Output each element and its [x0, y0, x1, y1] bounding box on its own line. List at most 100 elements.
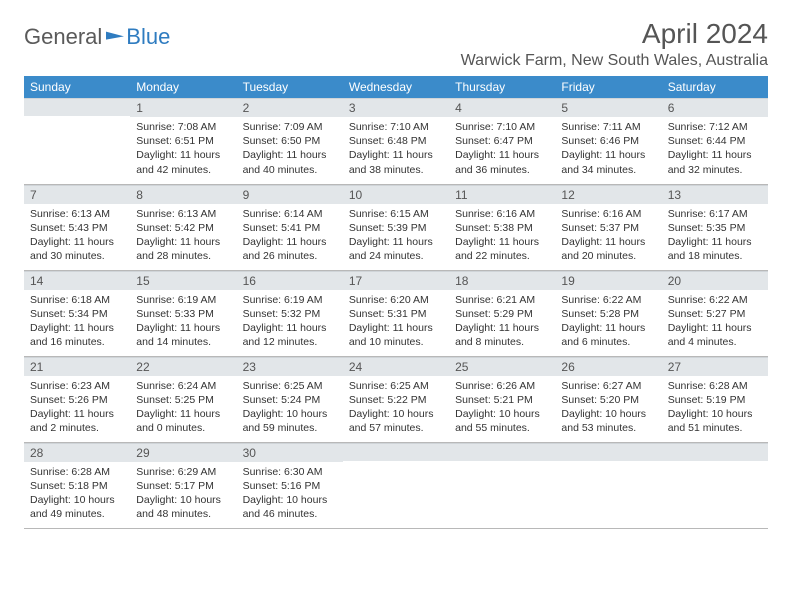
date-number: 21 — [24, 357, 130, 376]
daylight-line: Daylight: 11 hours and 38 minutes. — [349, 148, 443, 176]
weekday-header: Tuesday — [237, 76, 343, 98]
date-number: 19 — [555, 271, 661, 290]
weekday-header: Sunday — [24, 76, 130, 98]
calendar-day-cell — [662, 442, 768, 528]
calendar-day-cell: 16Sunrise: 6:19 AMSunset: 5:32 PMDayligh… — [237, 270, 343, 356]
date-number: 7 — [24, 185, 130, 204]
calendar-day-cell: 11Sunrise: 6:16 AMSunset: 5:38 PMDayligh… — [449, 184, 555, 270]
sunrise-line: Sunrise: 6:22 AM — [561, 293, 655, 307]
sunset-line: Sunset: 5:20 PM — [561, 393, 655, 407]
sunset-line: Sunset: 5:25 PM — [136, 393, 230, 407]
date-number — [24, 98, 130, 116]
sunset-line: Sunset: 5:38 PM — [455, 221, 549, 235]
calendar-week-row: 1Sunrise: 7:08 AMSunset: 6:51 PMDaylight… — [24, 98, 768, 184]
day-details: Sunrise: 6:21 AMSunset: 5:29 PMDaylight:… — [449, 290, 555, 354]
date-number: 16 — [237, 271, 343, 290]
day-details: Sunrise: 6:19 AMSunset: 5:33 PMDaylight:… — [130, 290, 236, 354]
calendar-day-cell: 26Sunrise: 6:27 AMSunset: 5:20 PMDayligh… — [555, 356, 661, 442]
calendar-day-cell: 29Sunrise: 6:29 AMSunset: 5:17 PMDayligh… — [130, 442, 236, 528]
daylight-line: Daylight: 10 hours and 46 minutes. — [243, 493, 337, 521]
day-details: Sunrise: 7:12 AMSunset: 6:44 PMDaylight:… — [662, 117, 768, 181]
daylight-line: Daylight: 10 hours and 55 minutes. — [455, 407, 549, 435]
sunrise-line: Sunrise: 6:30 AM — [243, 465, 337, 479]
calendar-table: SundayMondayTuesdayWednesdayThursdayFrid… — [24, 76, 768, 529]
sunrise-line: Sunrise: 6:15 AM — [349, 207, 443, 221]
day-details: Sunrise: 6:17 AMSunset: 5:35 PMDaylight:… — [662, 204, 768, 268]
date-number: 28 — [24, 443, 130, 462]
calendar-day-cell: 22Sunrise: 6:24 AMSunset: 5:25 PMDayligh… — [130, 356, 236, 442]
day-details: Sunrise: 6:25 AMSunset: 5:24 PMDaylight:… — [237, 376, 343, 440]
sunset-line: Sunset: 5:24 PM — [243, 393, 337, 407]
day-details: Sunrise: 6:22 AMSunset: 5:27 PMDaylight:… — [662, 290, 768, 354]
sunset-line: Sunset: 5:27 PM — [668, 307, 762, 321]
sunset-line: Sunset: 6:47 PM — [455, 134, 549, 148]
date-number — [343, 443, 449, 461]
day-details: Sunrise: 6:16 AMSunset: 5:37 PMDaylight:… — [555, 204, 661, 268]
day-details: Sunrise: 6:19 AMSunset: 5:32 PMDaylight:… — [237, 290, 343, 354]
daylight-line: Daylight: 11 hours and 0 minutes. — [136, 407, 230, 435]
date-number: 29 — [130, 443, 236, 462]
calendar-day-cell — [24, 98, 130, 184]
daylight-line: Daylight: 11 hours and 32 minutes. — [668, 148, 762, 176]
day-details: Sunrise: 6:13 AMSunset: 5:42 PMDaylight:… — [130, 204, 236, 268]
sunset-line: Sunset: 5:39 PM — [349, 221, 443, 235]
weekday-header: Wednesday — [343, 76, 449, 98]
date-number: 10 — [343, 185, 449, 204]
sunset-line: Sunset: 5:32 PM — [243, 307, 337, 321]
sunset-line: Sunset: 5:35 PM — [668, 221, 762, 235]
sunset-line: Sunset: 5:16 PM — [243, 479, 337, 493]
day-details: Sunrise: 6:22 AMSunset: 5:28 PMDaylight:… — [555, 290, 661, 354]
calendar-week-row: 21Sunrise: 6:23 AMSunset: 5:26 PMDayligh… — [24, 356, 768, 442]
calendar-day-cell: 21Sunrise: 6:23 AMSunset: 5:26 PMDayligh… — [24, 356, 130, 442]
date-number: 5 — [555, 98, 661, 117]
daylight-line: Daylight: 11 hours and 26 minutes. — [243, 235, 337, 263]
date-number: 23 — [237, 357, 343, 376]
sunset-line: Sunset: 5:22 PM — [349, 393, 443, 407]
weekday-header: Saturday — [662, 76, 768, 98]
calendar-header-row: SundayMondayTuesdayWednesdayThursdayFrid… — [24, 76, 768, 98]
date-number: 22 — [130, 357, 236, 376]
date-number: 3 — [343, 98, 449, 117]
calendar-day-cell: 10Sunrise: 6:15 AMSunset: 5:39 PMDayligh… — [343, 184, 449, 270]
sunrise-line: Sunrise: 7:11 AM — [561, 120, 655, 134]
sunrise-line: Sunrise: 7:10 AM — [455, 120, 549, 134]
daylight-line: Daylight: 11 hours and 4 minutes. — [668, 321, 762, 349]
sunrise-line: Sunrise: 6:27 AM — [561, 379, 655, 393]
calendar-day-cell — [555, 442, 661, 528]
sunset-line: Sunset: 5:33 PM — [136, 307, 230, 321]
date-number: 30 — [237, 443, 343, 462]
day-details: Sunrise: 7:10 AMSunset: 6:48 PMDaylight:… — [343, 117, 449, 181]
calendar-day-cell: 25Sunrise: 6:26 AMSunset: 5:21 PMDayligh… — [449, 356, 555, 442]
day-details: Sunrise: 6:29 AMSunset: 5:17 PMDaylight:… — [130, 462, 236, 526]
calendar-day-cell: 3Sunrise: 7:10 AMSunset: 6:48 PMDaylight… — [343, 98, 449, 184]
date-number — [662, 443, 768, 461]
day-details: Sunrise: 6:16 AMSunset: 5:38 PMDaylight:… — [449, 204, 555, 268]
calendar-week-row: 14Sunrise: 6:18 AMSunset: 5:34 PMDayligh… — [24, 270, 768, 356]
calendar-day-cell: 30 Sunrise: 6:30 AMSunset: 5:16 PMDayligh… — [237, 442, 343, 528]
calendar-day-cell: 27Sunrise: 6:28 AMSunset: 5:19 PMDayligh… — [662, 356, 768, 442]
calendar-day-cell: 23Sunrise: 6:25 AMSunset: 5:24 PMDayligh… — [237, 356, 343, 442]
calendar-day-cell: 28Sunrise: 6:28 AMSunset: 5:18 PMDayligh… — [24, 442, 130, 528]
date-number: 4 — [449, 98, 555, 117]
sunrise-line: Sunrise: 7:09 AM — [243, 120, 337, 134]
daylight-line: Daylight: 11 hours and 40 minutes. — [243, 148, 337, 176]
sunrise-line: Sunrise: 6:25 AM — [243, 379, 337, 393]
day-details: Sunrise: 6:20 AMSunset: 5:31 PMDaylight:… — [343, 290, 449, 354]
day-details: Sunrise: 7:11 AMSunset: 6:46 PMDaylight:… — [555, 117, 661, 181]
sunset-line: Sunset: 5:42 PM — [136, 221, 230, 235]
date-number: 11 — [449, 185, 555, 204]
calendar-day-cell — [449, 442, 555, 528]
day-details: Sunrise: 6:27 AMSunset: 5:20 PMDaylight:… — [555, 376, 661, 440]
title-block: April 2024 Warwick Farm, New South Wales… — [461, 18, 768, 70]
day-details: Sunrise: 7:08 AMSunset: 6:51 PMDaylight:… — [130, 117, 236, 181]
sunrise-line: Sunrise: 6:28 AM — [30, 465, 124, 479]
sunrise-line: Sunrise: 7:12 AM — [668, 120, 762, 134]
day-details: Sunrise: 6:28 AMSunset: 5:19 PMDaylight:… — [662, 376, 768, 440]
date-number: 6 — [662, 98, 768, 117]
calendar-day-cell: 20Sunrise: 6:22 AMSunset: 5:27 PMDayligh… — [662, 270, 768, 356]
calendar-week-row: 28Sunrise: 6:28 AMSunset: 5:18 PMDayligh… — [24, 442, 768, 528]
sunrise-line: Sunrise: 6:18 AM — [30, 293, 124, 307]
daylight-line: Daylight: 10 hours and 53 minutes. — [561, 407, 655, 435]
daylight-line: Daylight: 11 hours and 36 minutes. — [455, 148, 549, 176]
calendar-day-cell: 24Sunrise: 6:25 AMSunset: 5:22 PMDayligh… — [343, 356, 449, 442]
